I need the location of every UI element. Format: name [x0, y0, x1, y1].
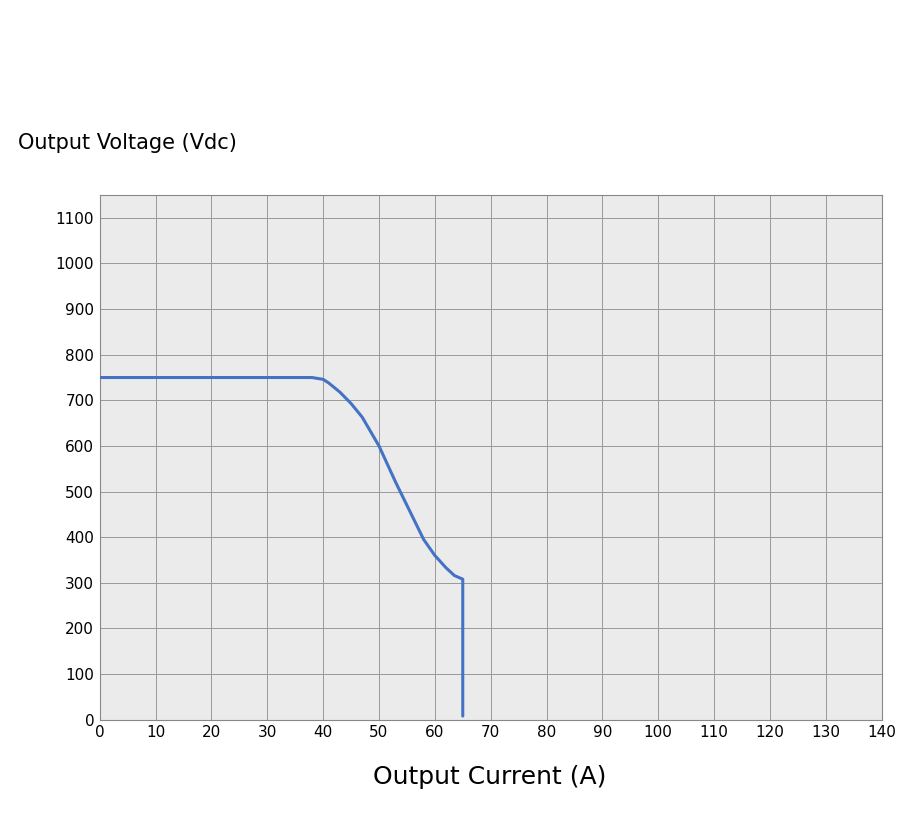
Text: Output Voltage (Vdc): Output Voltage (Vdc) — [18, 133, 237, 153]
Text: Output Characteristic Curve: Output Characteristic Curve — [172, 56, 735, 94]
Text: Output Current (A): Output Current (A) — [373, 765, 607, 789]
